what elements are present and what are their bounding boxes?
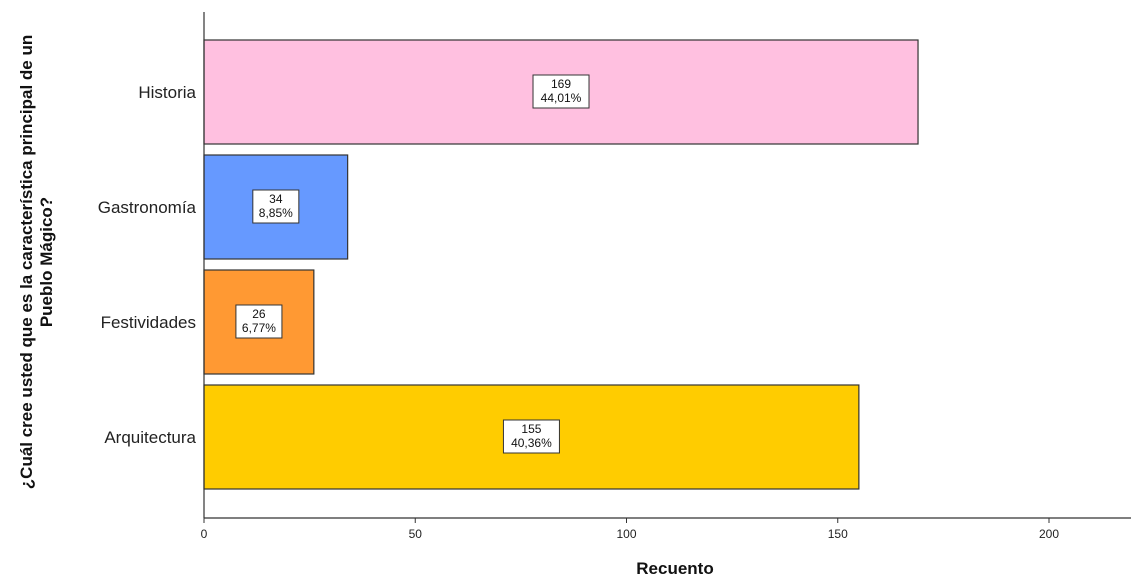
- x-tick-label-0: 0: [201, 527, 208, 541]
- x-tick-label-100: 100: [616, 527, 636, 541]
- y-axis-title-line2: Pueblo Mágico?: [37, 197, 56, 327]
- y-axis-title: ¿Cuál cree usted que es la característic…: [17, 35, 56, 489]
- data-label-count-historia: 169: [551, 77, 571, 91]
- category-label-gastronomia: Gastronomía: [98, 198, 197, 217]
- data-label-count-gastronomia: 34: [269, 192, 283, 206]
- x-tick-label-200: 200: [1039, 527, 1059, 541]
- data-label-percent-gastronomia: 8,85%: [259, 206, 293, 220]
- data-label-percent-arquitectura: 40,36%: [511, 436, 552, 450]
- data-label-percent-festividades: 6,77%: [242, 321, 276, 335]
- category-label-historia: Historia: [138, 83, 196, 102]
- x-tick-label-150: 150: [828, 527, 848, 541]
- y-axis-title-line1: ¿Cuál cree usted que es la característic…: [17, 35, 36, 489]
- data-label-percent-historia: 44,01%: [541, 91, 582, 105]
- data-label-count-festividades: 26: [252, 307, 266, 321]
- axes-group: 0 50 100 150 200: [201, 12, 1131, 541]
- data-label-count-arquitectura: 155: [521, 422, 541, 436]
- category-label-arquitectura: Arquitectura: [104, 428, 196, 447]
- x-tick-label-50: 50: [409, 527, 423, 541]
- x-axis-title: Recuento: [636, 559, 713, 575]
- data-label-box-arquitectura: [502, 419, 560, 454]
- category-label-festividades: Festividades: [101, 313, 196, 332]
- data-label-box-historia: [532, 74, 590, 109]
- data-label-box-gastronomia: [252, 189, 300, 224]
- data-label-box-festividades: [235, 304, 283, 339]
